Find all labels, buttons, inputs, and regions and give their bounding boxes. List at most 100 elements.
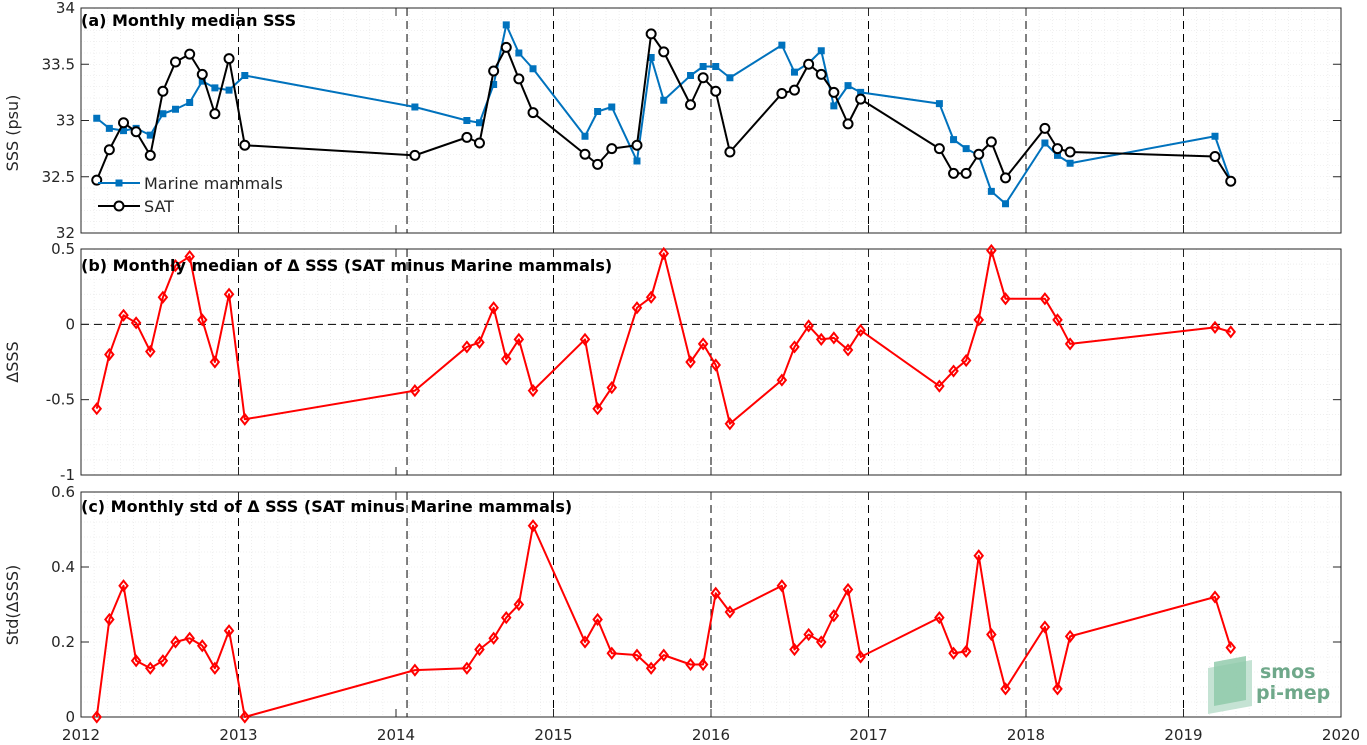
data-point-delta	[184, 249, 195, 264]
panel-b-ylabel: ΔSSS	[3, 341, 22, 382]
data-point-delta	[697, 657, 709, 672]
data-point-delta	[130, 316, 142, 330]
data-point-marine-mammals	[502, 21, 510, 29]
data-point-sat	[697, 72, 709, 84]
logo-wave-shape-front	[1214, 656, 1246, 706]
y-tick-label: 34	[56, 0, 75, 17]
data-point-delta	[815, 332, 827, 347]
data-point-sat	[828, 86, 840, 98]
data-point-sat	[592, 158, 604, 170]
data-point-delta	[500, 611, 512, 625]
data-point-delta	[196, 639, 208, 653]
data-point-marine-mammals	[211, 84, 219, 92]
data-point-sat	[973, 148, 985, 160]
data-point-delta	[986, 243, 997, 258]
panel-c-title: (c) Monthly std of Δ SSS (SAT minus Mari…	[81, 497, 572, 516]
data-point-marine-mammals	[647, 54, 655, 61]
data-point-delta	[461, 340, 473, 354]
data-point-sat	[803, 58, 815, 70]
data-point-delta	[118, 579, 129, 593]
data-point-delta	[724, 605, 736, 619]
panel-b-monthly-median-delta-sss: -1 -0.5 0 0.5	[46, 240, 1342, 484]
data-point-marine-mammals	[159, 110, 167, 118]
data-point-marine-mammals	[830, 102, 838, 110]
data-point-marine-mammals	[105, 124, 113, 132]
data-point-delta	[527, 384, 539, 398]
data-point-marine-mammals	[1002, 200, 1010, 208]
data-point-marine-mammals	[172, 105, 179, 113]
data-point-delta	[645, 290, 657, 304]
data-point-sat	[724, 146, 736, 158]
data-point-sat	[960, 167, 972, 179]
data-point-delta	[209, 661, 221, 675]
data-point-delta	[934, 379, 945, 393]
data-point-delta	[789, 340, 800, 354]
data-point-delta	[828, 609, 840, 623]
data-point-delta	[157, 654, 169, 668]
data-point-delta	[842, 582, 854, 597]
y-tick-label: 0.2	[51, 633, 75, 651]
data-point-delta	[104, 347, 115, 362]
series-line-b-0	[95, 249, 1232, 425]
data-point-sat	[933, 143, 945, 155]
x-tick-label: 2015	[534, 726, 572, 744]
data-point-marine-mammals	[146, 131, 154, 139]
data-point-marine-mammals	[581, 132, 589, 140]
data-point-delta	[1039, 620, 1051, 634]
x-tick-label: 2020	[1322, 726, 1360, 744]
data-point-delta	[855, 323, 866, 337]
data-point-delta	[960, 644, 972, 658]
panel-a-monthly-median-sss: 32 32.5 33 33.5 34	[42, 0, 1342, 242]
data-point-marine-mammals	[608, 103, 616, 111]
data-point-delta	[170, 635, 181, 649]
data-point-sat	[776, 88, 788, 99]
data-point-marine-mammals	[241, 72, 249, 79]
data-point-marine-mammals	[857, 88, 865, 96]
data-point-delta	[685, 355, 696, 369]
data-point-sat	[1000, 172, 1012, 184]
data-point-sat	[855, 93, 867, 105]
data-point-marine-mammals	[935, 100, 943, 108]
data-point-sat	[1039, 122, 1051, 134]
data-point-delta	[789, 642, 800, 657]
data-point-delta	[658, 246, 670, 261]
data-point-delta	[579, 332, 591, 347]
data-point-sat	[948, 167, 960, 179]
data-point-sat	[488, 65, 500, 77]
data-point-marine-mammals	[198, 77, 206, 85]
data-point-delta	[803, 627, 814, 642]
data-point-delta	[631, 648, 643, 662]
data-point-marine-mammals	[726, 74, 734, 82]
y-tick-label: -0.5	[46, 391, 75, 409]
legend-marine-mammals-label: Marine mammals	[144, 174, 283, 193]
data-point-delta	[1209, 320, 1221, 334]
data-point-delta	[104, 612, 115, 627]
data-point-delta	[223, 287, 235, 301]
data-point-delta	[157, 290, 169, 304]
data-point-delta	[91, 710, 103, 724]
y-tick-label: 33.5	[42, 55, 75, 73]
data-point-delta	[710, 358, 722, 372]
panel-a-title: (a) Monthly median SSS	[81, 11, 296, 30]
data-point-delta	[91, 402, 103, 416]
data-point-delta	[1064, 337, 1076, 351]
data-point-sat	[788, 84, 800, 96]
data-point-sat	[157, 85, 169, 97]
data-point-marine-mammals	[950, 136, 958, 144]
data-point-marine-mammals	[490, 81, 498, 88]
series-line-c-0	[95, 524, 1232, 718]
y-tick-label: 32	[56, 224, 75, 242]
data-point-sat	[658, 46, 670, 58]
data-point-sat	[1052, 143, 1063, 155]
data-point-marine-mammals	[712, 63, 720, 70]
data-point-delta	[118, 308, 129, 322]
x-tick-label: 2013	[219, 726, 257, 744]
data-point-sat	[473, 137, 485, 149]
data-point-delta	[1064, 629, 1076, 643]
data-point-delta	[513, 597, 525, 612]
data-point-delta	[606, 381, 618, 395]
data-point-delta	[1052, 682, 1063, 696]
data-point-delta	[842, 343, 854, 357]
data-point-marine-mammals	[1066, 159, 1074, 167]
data-point-delta	[645, 661, 657, 675]
